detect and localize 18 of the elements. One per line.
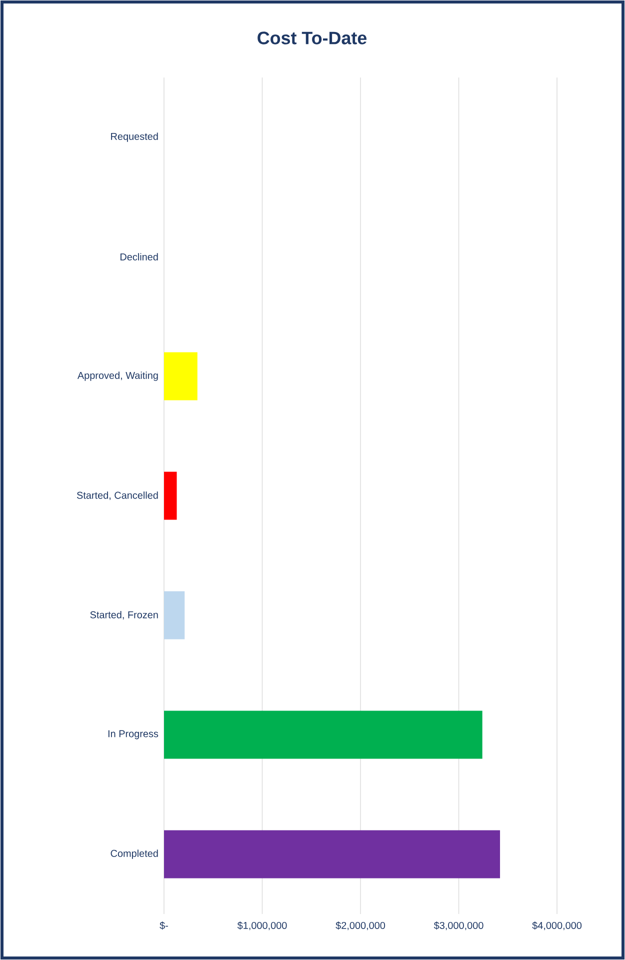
y-tick-label: Completed [110, 850, 158, 859]
x-tick-label: $2,000,000 [336, 922, 386, 930]
bar [164, 591, 185, 640]
bar [164, 710, 482, 759]
x-tick-label: $- [160, 922, 168, 930]
y-tick-label: Declined [120, 253, 158, 260]
y-tick-label: Requested [111, 132, 158, 142]
bar [164, 830, 500, 878]
bar [164, 352, 198, 400]
x-tick-label: $4,000,000 [532, 922, 582, 930]
bar [164, 472, 177, 520]
y-tick-label: Started, Cancelled [76, 492, 158, 500]
x-tick-label: $3,000,000 [434, 922, 484, 930]
y-tick-label: Approved, Waiting [77, 372, 158, 381]
chart-title: Cost To-Date [258, 32, 367, 44]
y-tick-label: In Progress [108, 730, 158, 740]
y-tick-label: Started, Frozen [90, 611, 158, 620]
x-tick-label: $1,000,000 [237, 922, 287, 930]
